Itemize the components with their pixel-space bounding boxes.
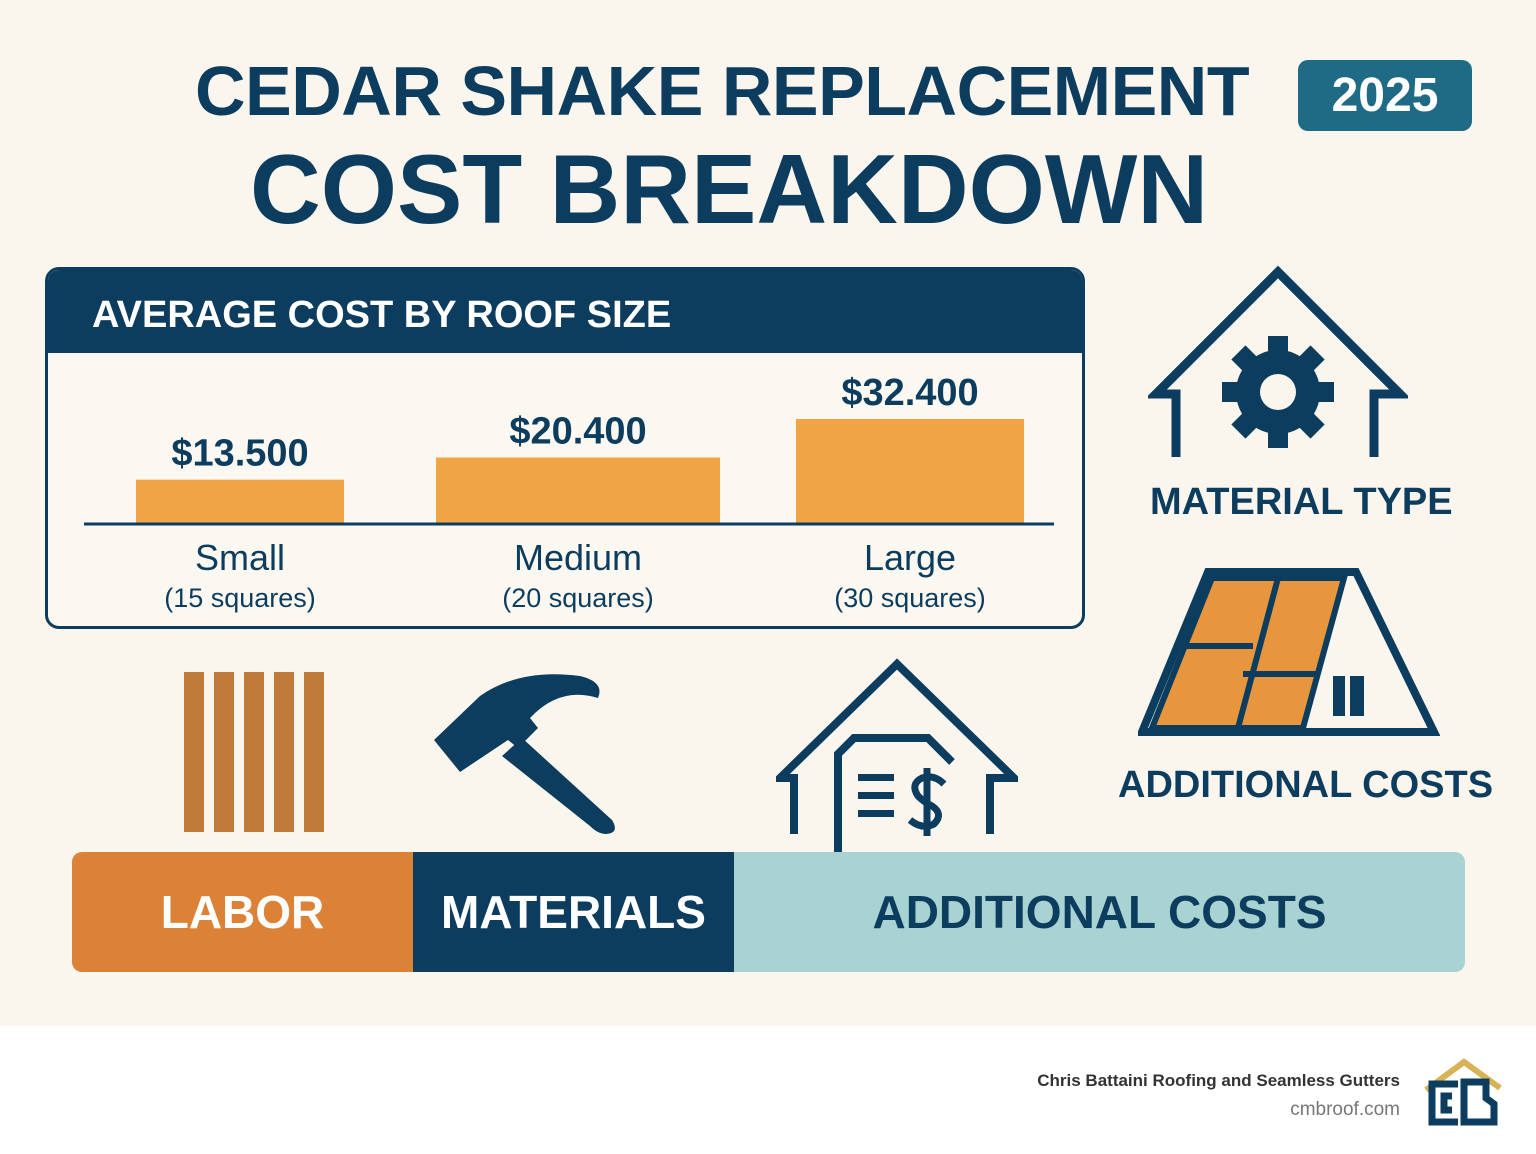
house-gear-icon [1148, 265, 1408, 457]
additional-costs-label: ADDITIONAL COSTS [1118, 764, 1494, 806]
company-name: Chris Battaini Roofing and Seamless Gutt… [1037, 1071, 1400, 1090]
materials-segment: MATERIALS [413, 852, 734, 972]
title-line-2: COST BREAKDOWN [250, 134, 1209, 244]
bar-medium [436, 457, 720, 523]
bar-small [136, 479, 344, 523]
company-logo [1424, 1058, 1502, 1126]
footer [0, 1026, 1536, 1154]
roof-size-cost-panel: AVERAGE COST BY ROOF SIZE $13.500 Small (1… [45, 267, 1085, 629]
category-subtitle: (15 squares) [164, 583, 316, 613]
bar-large [796, 419, 1024, 523]
category-label: Large [864, 537, 956, 578]
company-website[interactable]: cmbroof.com [1290, 1099, 1400, 1120]
category-label: Small [195, 537, 285, 578]
category-subtitle: (30 squares) [834, 583, 986, 613]
data-label: $20.400 [509, 411, 646, 453]
title-line-1: CEDAR SHAKE REPLACEMENT [195, 52, 1250, 130]
house-invoice-dollar-icon [776, 658, 1018, 858]
labor-segment: LABOR [72, 852, 413, 972]
roof-shingles-icon [1138, 568, 1440, 736]
additional-costs-segment: ADDITIONAL COSTS [734, 852, 1465, 972]
category-label: Medium [514, 537, 642, 578]
data-label: $32.400 [841, 372, 978, 414]
category-subtitle: (20 squares) [502, 583, 654, 613]
material-type-label: MATERIAL TYPE [1150, 481, 1453, 523]
cost-category-bar: LABOR MATERIALS ADDITIONAL COSTS [72, 852, 1465, 972]
hammer-icon [434, 674, 615, 834]
wood-planks-icon [184, 672, 324, 832]
cost-bar-chart: $13.500 Small (15 squares) $20.400 Medium (20… [84, 372, 1054, 613]
panel-title: AVERAGE COST BY ROOF SIZE [48, 270, 1082, 353]
year-badge: 2025 [1298, 60, 1472, 131]
data-label: $13.500 [171, 433, 308, 475]
